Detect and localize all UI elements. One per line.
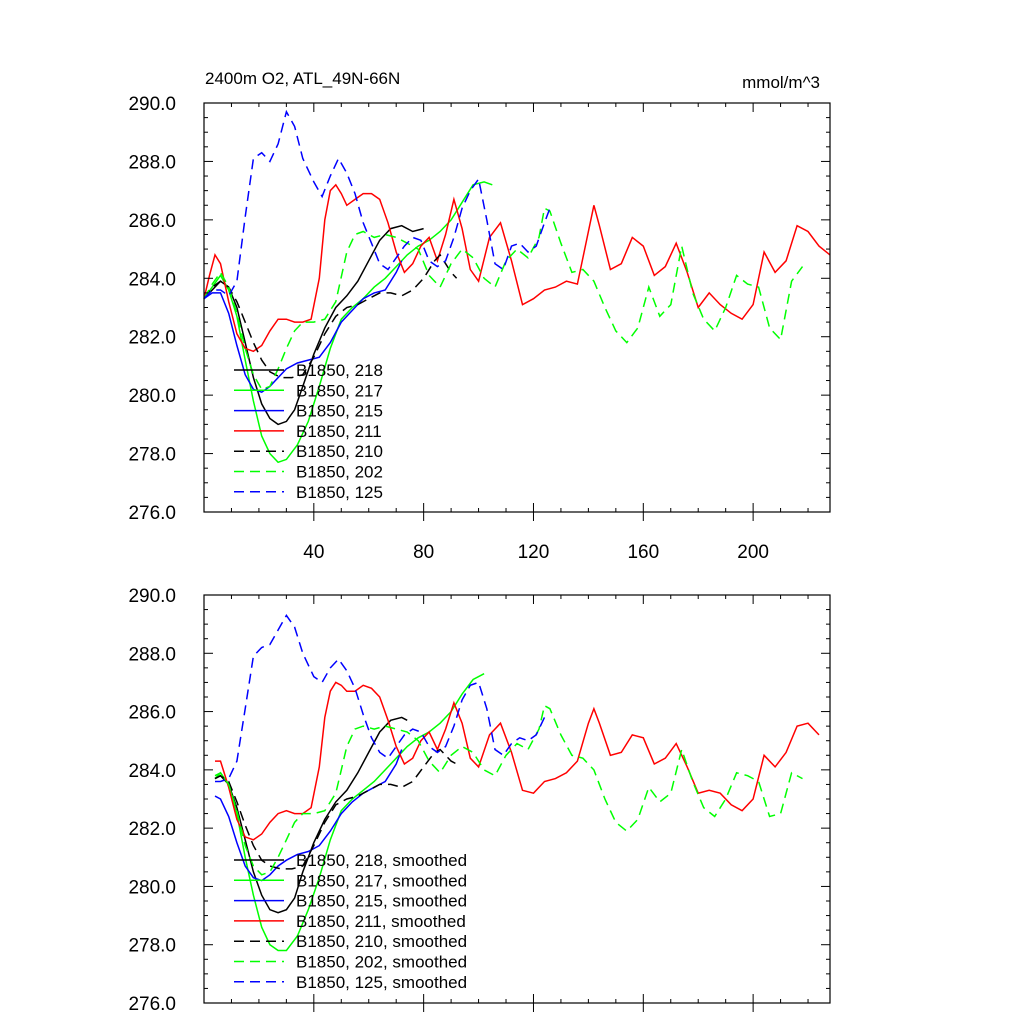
x-tick-label: 120 [518, 542, 550, 563]
legend-label: B1850, 218 [296, 361, 383, 380]
top-panel: 2400m O2, ATL_49N-66N mmol/m^3 276.0 278.… [128, 69, 831, 563]
legend-label: B1850, 210 [296, 442, 383, 461]
legend-label: B1850, 125 [296, 483, 383, 502]
legend-label: B1850, 217 [296, 381, 383, 400]
series-line-3 [215, 681, 820, 841]
series-line-6 [215, 613, 546, 783]
y-tick-label: 288.0 [128, 152, 176, 173]
x-tick-label: 160 [627, 542, 659, 563]
y-tick-label: 290.0 [128, 586, 176, 607]
bottom-panel: 276.0 278.0 280.0 282.0 284.0 286.0 288.0 290.0… [128, 586, 831, 1015]
y-tick-label: 276.0 [128, 503, 176, 524]
y-tick-label: 286.0 [128, 703, 176, 724]
series-line-0 [203, 224, 424, 426]
y-tick-label: 278.0 [128, 445, 176, 466]
legend-label: B1850, 215 [296, 402, 383, 421]
legend-label: B1850, 215, smoothed [296, 892, 467, 911]
series-line-6 [203, 109, 551, 300]
series-line-1 [214, 673, 485, 952]
y-tick-label: 280.0 [128, 877, 176, 898]
y-tick-label: 276.0 [128, 994, 176, 1015]
legend-label: B1850, 211, smoothed [296, 912, 466, 931]
y-tick-label: 290.0 [128, 94, 176, 115]
series-line-4 [203, 253, 458, 379]
series-line-5 [203, 207, 804, 391]
series-line-2 [203, 260, 403, 394]
legend-label: B1850, 202, smoothed [296, 953, 467, 972]
y-tick-label: 280.0 [128, 386, 176, 407]
legend-label: B1850, 210, smoothed [296, 932, 467, 951]
series-line-4 [214, 748, 457, 870]
series-line-3 [203, 183, 831, 353]
legend-label: B1850, 218, smoothed [296, 851, 467, 870]
legend-label: B1850, 125, smoothed [296, 973, 467, 992]
plot-title: 2400m O2, ATL_49N-66N [205, 69, 400, 88]
y-tick-label: 284.0 [128, 269, 176, 290]
legend-label: B1850, 217, smoothed [296, 871, 467, 890]
legend-label: B1850, 211 [296, 422, 382, 441]
y-tick-label: 282.0 [128, 328, 176, 349]
x-tick-label: 80 [413, 542, 434, 563]
y-tick-label: 288.0 [128, 644, 176, 665]
y-tick-label: 278.0 [128, 936, 176, 957]
series-line-5 [214, 704, 803, 876]
y-tick-label: 284.0 [128, 761, 176, 782]
series-line-2 [214, 749, 403, 882]
y-tick-label: 286.0 [128, 211, 176, 232]
units-label: mmol/m^3 [742, 73, 820, 92]
y-tick-label: 282.0 [128, 819, 176, 840]
x-tick-label: 200 [737, 542, 769, 563]
x-tick-label: 40 [303, 542, 324, 563]
legend-label: B1850, 202 [296, 463, 383, 482]
